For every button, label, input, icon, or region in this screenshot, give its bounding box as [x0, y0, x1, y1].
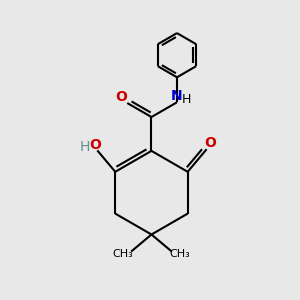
Text: O: O — [115, 90, 127, 104]
Text: CH₃: CH₃ — [112, 249, 133, 259]
Text: O: O — [89, 138, 101, 152]
Text: H: H — [182, 93, 191, 106]
Text: CH₃: CH₃ — [169, 249, 190, 259]
Text: O: O — [204, 136, 216, 150]
Text: H: H — [80, 140, 90, 154]
Text: N: N — [171, 89, 183, 103]
